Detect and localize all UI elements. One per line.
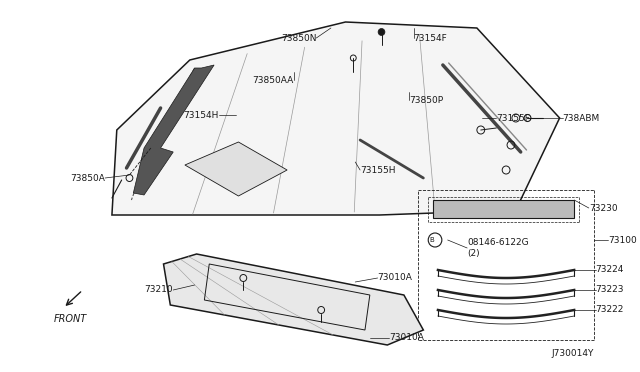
Text: 73010A: 73010A [389, 334, 424, 343]
Text: 73100: 73100 [608, 235, 637, 244]
Text: 73850P: 73850P [409, 96, 443, 105]
Polygon shape [433, 200, 574, 218]
Text: FRONT: FRONT [54, 314, 86, 324]
Text: 73224: 73224 [596, 266, 624, 275]
Text: 08146-6122G
(2): 08146-6122G (2) [467, 238, 529, 258]
Text: 73222: 73222 [596, 305, 624, 314]
Text: 73850N: 73850N [281, 33, 316, 42]
Text: 738ABM: 738ABM [563, 113, 600, 122]
Text: 73154H: 73154H [184, 110, 219, 119]
Text: 73210: 73210 [145, 285, 173, 295]
Circle shape [378, 29, 385, 35]
Polygon shape [185, 142, 287, 196]
Text: 73010A: 73010A [378, 273, 413, 282]
Polygon shape [133, 65, 214, 195]
Polygon shape [163, 254, 424, 345]
Text: 73155H: 73155H [360, 166, 396, 174]
Text: 73230: 73230 [589, 203, 618, 212]
Text: 73850A: 73850A [70, 173, 105, 183]
Text: 73154F: 73154F [413, 33, 447, 42]
Text: 73223: 73223 [596, 285, 624, 295]
Text: J730014Y: J730014Y [551, 349, 594, 358]
Text: B: B [429, 237, 435, 243]
Text: 73155F: 73155F [497, 113, 530, 122]
Text: 73850AA: 73850AA [253, 76, 294, 84]
Polygon shape [112, 22, 559, 215]
